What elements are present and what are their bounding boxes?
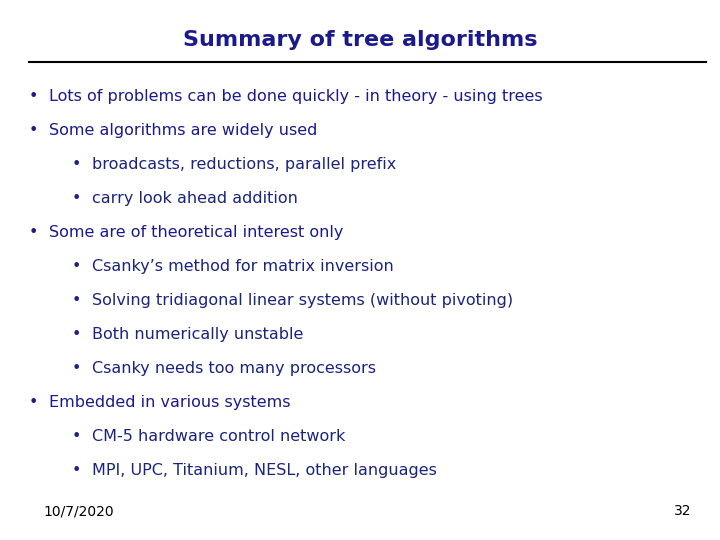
Text: •: • [29, 89, 38, 104]
Text: carry look ahead addition: carry look ahead addition [92, 191, 298, 206]
Text: •: • [29, 123, 38, 138]
Text: •: • [29, 225, 38, 240]
Text: 10/7/2020: 10/7/2020 [43, 504, 114, 518]
Text: 32: 32 [674, 504, 691, 518]
Text: •: • [72, 327, 81, 342]
Text: •: • [72, 429, 81, 444]
Text: •: • [72, 293, 81, 308]
Text: Summary of tree algorithms: Summary of tree algorithms [183, 30, 537, 50]
Text: Both numerically unstable: Both numerically unstable [92, 327, 304, 342]
Text: •: • [72, 361, 81, 376]
Text: •: • [72, 259, 81, 274]
Text: Lots of problems can be done quickly - in theory - using trees: Lots of problems can be done quickly - i… [49, 89, 543, 104]
Text: Embedded in various systems: Embedded in various systems [49, 395, 290, 410]
Text: Csanky’s method for matrix inversion: Csanky’s method for matrix inversion [92, 259, 394, 274]
Text: •: • [29, 395, 38, 410]
Text: •: • [72, 463, 81, 478]
Text: Some algorithms are widely used: Some algorithms are widely used [49, 123, 318, 138]
Text: broadcasts, reductions, parallel prefix: broadcasts, reductions, parallel prefix [92, 157, 397, 172]
Text: Some are of theoretical interest only: Some are of theoretical interest only [49, 225, 343, 240]
Text: Csanky needs too many processors: Csanky needs too many processors [92, 361, 376, 376]
Text: Solving tridiagonal linear systems (without pivoting): Solving tridiagonal linear systems (with… [92, 293, 513, 308]
Text: •: • [72, 157, 81, 172]
Text: MPI, UPC, Titanium, NESL, other languages: MPI, UPC, Titanium, NESL, other language… [92, 463, 437, 478]
Text: •: • [72, 191, 81, 206]
Text: CM-5 hardware control network: CM-5 hardware control network [92, 429, 346, 444]
